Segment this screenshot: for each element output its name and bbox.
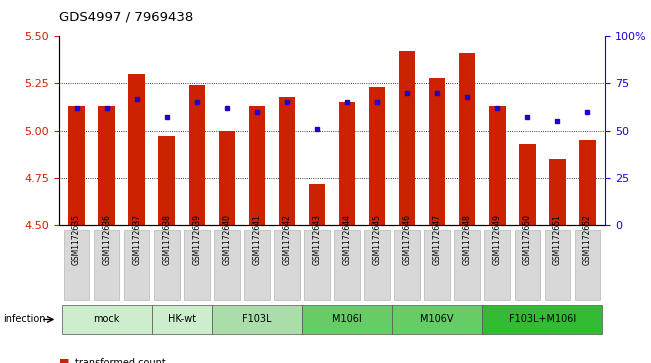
FancyBboxPatch shape: [575, 230, 600, 300]
FancyBboxPatch shape: [212, 305, 302, 334]
Text: GDS4997 / 7969438: GDS4997 / 7969438: [59, 11, 193, 24]
Text: transformed count: transformed count: [75, 358, 165, 363]
Bar: [429, 78, 445, 225]
Text: M106I: M106I: [332, 314, 362, 324]
Text: GSM1172642: GSM1172642: [283, 214, 292, 265]
Bar: [399, 52, 415, 225]
Text: GSM1172639: GSM1172639: [192, 214, 201, 265]
Bar: [519, 144, 536, 225]
FancyBboxPatch shape: [62, 305, 152, 334]
Text: GSM1172635: GSM1172635: [72, 214, 81, 265]
Bar: [279, 97, 295, 225]
Text: F103L+M106I: F103L+M106I: [508, 314, 576, 324]
FancyBboxPatch shape: [94, 230, 119, 300]
Text: F103L: F103L: [242, 314, 271, 324]
Text: GSM1172636: GSM1172636: [102, 214, 111, 265]
FancyBboxPatch shape: [365, 230, 390, 300]
Text: GSM1172648: GSM1172648: [463, 214, 472, 265]
Text: GSM1172641: GSM1172641: [253, 214, 262, 265]
FancyBboxPatch shape: [244, 230, 270, 300]
Bar: [249, 106, 265, 225]
Text: GSM1172637: GSM1172637: [132, 214, 141, 265]
FancyBboxPatch shape: [184, 230, 210, 300]
Text: GSM1172649: GSM1172649: [493, 214, 502, 265]
FancyBboxPatch shape: [64, 230, 89, 300]
Text: M106V: M106V: [421, 314, 454, 324]
Bar: [579, 140, 596, 225]
Bar: [158, 136, 175, 225]
FancyBboxPatch shape: [214, 230, 240, 300]
FancyBboxPatch shape: [152, 305, 212, 334]
FancyBboxPatch shape: [274, 230, 299, 300]
FancyBboxPatch shape: [395, 230, 420, 300]
Text: mock: mock: [94, 314, 120, 324]
FancyBboxPatch shape: [514, 230, 540, 300]
Text: GSM1172643: GSM1172643: [312, 214, 322, 265]
Bar: [128, 74, 145, 225]
Text: GSM1172652: GSM1172652: [583, 214, 592, 265]
FancyBboxPatch shape: [484, 230, 510, 300]
Text: GSM1172638: GSM1172638: [162, 214, 171, 265]
FancyBboxPatch shape: [454, 230, 480, 300]
FancyBboxPatch shape: [154, 230, 180, 300]
FancyBboxPatch shape: [334, 230, 360, 300]
Bar: [68, 106, 85, 225]
Bar: [309, 184, 326, 225]
FancyBboxPatch shape: [545, 230, 570, 300]
Text: GSM1172644: GSM1172644: [342, 214, 352, 265]
Bar: [489, 106, 506, 225]
Text: infection: infection: [3, 314, 46, 324]
Text: GSM1172640: GSM1172640: [223, 214, 231, 265]
Text: GSM1172645: GSM1172645: [372, 214, 381, 265]
Bar: [98, 106, 115, 225]
Bar: [219, 131, 235, 225]
FancyBboxPatch shape: [392, 305, 482, 334]
Bar: [189, 85, 205, 225]
FancyBboxPatch shape: [302, 305, 392, 334]
FancyBboxPatch shape: [304, 230, 330, 300]
Bar: [549, 159, 566, 225]
Bar: [369, 87, 385, 225]
FancyBboxPatch shape: [424, 230, 450, 300]
Text: GSM1172651: GSM1172651: [553, 214, 562, 265]
FancyBboxPatch shape: [124, 230, 150, 300]
Text: GSM1172647: GSM1172647: [433, 214, 441, 265]
Bar: [339, 102, 355, 225]
Text: GSM1172646: GSM1172646: [402, 214, 411, 265]
FancyBboxPatch shape: [482, 305, 602, 334]
Text: HK-wt: HK-wt: [168, 314, 196, 324]
Bar: [459, 53, 475, 225]
Text: GSM1172650: GSM1172650: [523, 214, 532, 265]
Text: ■: ■: [59, 358, 69, 363]
